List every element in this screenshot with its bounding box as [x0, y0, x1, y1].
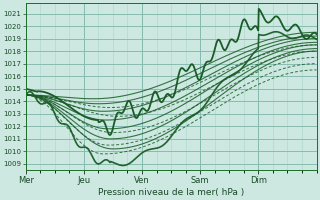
X-axis label: Pression niveau de la mer( hPa ): Pression niveau de la mer( hPa ) — [98, 188, 244, 197]
